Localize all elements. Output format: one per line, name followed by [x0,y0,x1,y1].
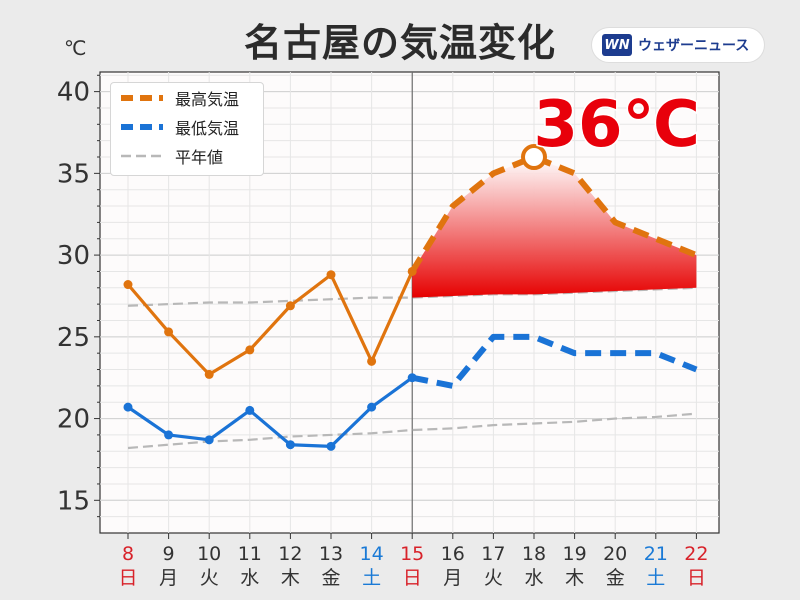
min-point [326,441,336,451]
x-tick-date: 14 [360,543,384,565]
min-point [407,373,417,383]
legend-item-min: 最低気温 [111,112,263,141]
x-tick-date: 10 [197,543,221,565]
x-tick-weekday: 日 [687,567,706,589]
y-axis-unit: ℃ [64,36,87,60]
legend-item-normal: 平年値 [111,141,263,170]
x-tick-date: 21 [644,543,668,565]
peak-marker [521,144,547,171]
y-tick-label: 20 [57,405,90,435]
x-tick-weekday: 金 [321,567,340,589]
min-point [285,440,295,450]
max-point [367,356,377,366]
min-point [245,405,255,415]
x-tick-weekday: 土 [646,567,665,589]
x-axis-ticks: 8日9月10火11水12木13金14土15日16月17火18水19木20金21土… [118,533,708,589]
min-forecast-line [411,333,698,389]
max-point [285,301,295,311]
x-tick-date: 18 [522,543,546,565]
x-tick-date: 12 [278,543,302,565]
x-tick-weekday: 水 [240,567,259,589]
x-tick-date: 19 [563,543,587,565]
heat-anomaly-area [412,157,697,298]
max-point [326,270,336,280]
points-layer: 36℃ [123,87,702,451]
x-tick-date: 13 [319,543,343,565]
x-tick-weekday: 火 [484,567,503,589]
weathernews-logo-icon: WN [602,34,632,56]
y-tick-label: 30 [57,241,90,271]
x-tick-weekday: 月 [443,567,462,589]
x-tick-date: 16 [441,543,465,565]
legend-item-max: 最高気温 [111,83,263,112]
min-point [164,430,174,440]
x-tick-date: 17 [481,543,505,565]
y-tick-label: 15 [57,486,90,516]
x-tick-date: 15 [400,543,424,565]
y-tick-label: 40 [57,78,90,108]
y-axis-ticks: 15 20 25 30 35 40 [57,74,100,518]
y-tick-label: 35 [57,159,90,189]
x-tick-weekday: 日 [403,567,422,589]
brand-badge: WN ウェザーニュース [592,28,764,62]
series-layer [126,154,698,450]
legend-label-max: 最高気温 [175,89,240,109]
x-tick-weekday: 火 [200,567,219,589]
max-point [407,266,417,276]
x-tick-weekday: 日 [118,567,137,589]
max-point [245,345,255,355]
x-tick-weekday: 月 [159,567,178,589]
x-tick-weekday: 木 [565,567,584,589]
x-tick-weekday: 水 [524,567,543,589]
max-observed-line [126,270,414,377]
max-point [123,280,133,290]
min-point [204,435,214,445]
max-point [204,369,214,379]
x-tick-date: 9 [163,543,175,565]
x-tick-weekday: 木 [281,567,300,589]
min-point [123,402,133,412]
legend-swatch-min [121,123,163,130]
legend-swatch-max [121,94,163,101]
x-tick-weekday: 金 [606,567,625,589]
legend-label-normal: 平年値 [175,147,224,167]
legend-swatch-normal [121,154,163,157]
normal-min-line [127,412,697,450]
brand-name: ウェザーニュース [638,38,750,54]
min-point [367,402,377,412]
peak-label: 36℃ [533,88,700,162]
legend-label-min: 最低気温 [175,118,240,138]
x-tick-weekday: 土 [362,567,381,589]
normal-max-line [127,286,697,307]
x-tick-date: 8 [122,543,134,565]
x-tick-date: 22 [684,543,708,565]
y-tick-label: 25 [57,323,90,353]
min-observed-line [127,376,414,448]
x-tick-date: 20 [603,543,627,565]
chart-title: 名古屋の気温変化 [243,21,556,65]
max-point [164,327,174,337]
legend: 最高気温 最低気温 平年値 [110,82,264,176]
max-forecast-line [409,154,698,274]
x-tick-date: 11 [238,543,262,565]
